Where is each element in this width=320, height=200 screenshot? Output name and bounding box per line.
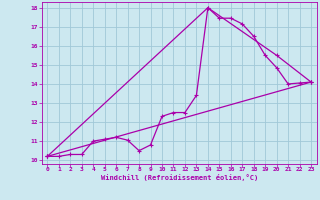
X-axis label: Windchill (Refroidissement éolien,°C): Windchill (Refroidissement éolien,°C) [100,174,258,181]
